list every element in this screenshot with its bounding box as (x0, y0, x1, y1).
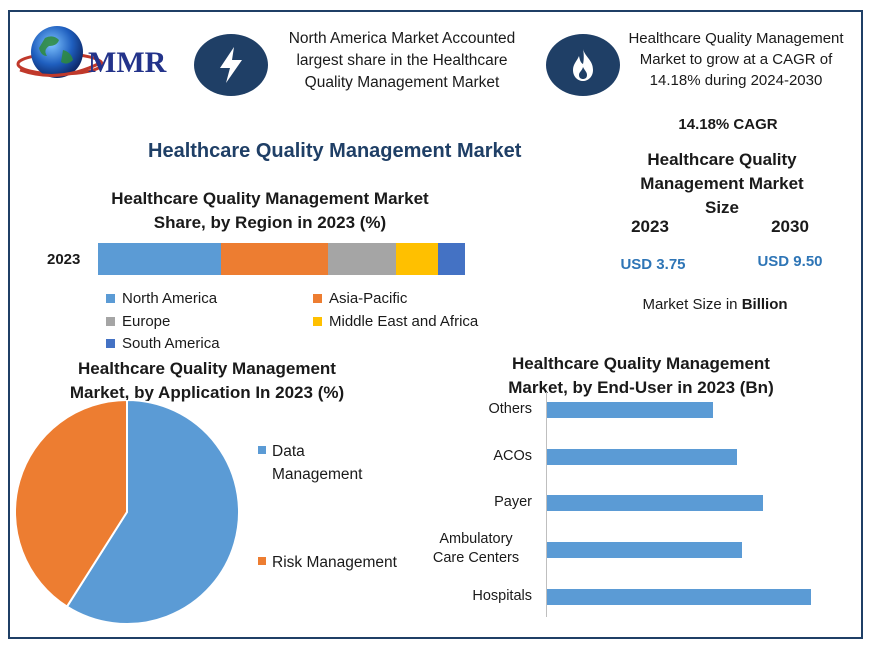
bar-label-payer: Payer (420, 493, 532, 512)
pie-legend-data-management: Data Management (258, 440, 362, 486)
legend-europe: Europe (106, 313, 170, 330)
bar-label-acos: ACOs (420, 447, 532, 466)
legend-label: North America (122, 290, 218, 307)
bar-label-hospitals: Hospitals (420, 587, 532, 606)
region-category-label: 2023 (47, 251, 81, 268)
segment-middle-east-and-africa (395, 243, 438, 275)
bar-payer (547, 495, 764, 511)
segment-europe (328, 243, 396, 275)
legend-swatch (106, 317, 115, 326)
legend-swatch (313, 294, 322, 303)
legend-label-risk-management: Risk Management (272, 554, 397, 571)
header-note-right: Healthcare Quality Management Market to … (628, 30, 844, 89)
legend-label-data-management: Data Management (272, 443, 363, 483)
region-stacked-bar (98, 243, 465, 275)
legend-swatch (313, 317, 322, 326)
header-note-left: North America Market Accounted largest s… (288, 30, 516, 91)
legend-swatch (106, 339, 115, 348)
legend-south-america: South America (106, 335, 220, 352)
legend-label: Asia-Pacific (329, 290, 408, 307)
logo-text: MMR (88, 46, 167, 79)
pie-legend-risk-management: Risk Management (258, 551, 397, 574)
year-end: 2030 (771, 217, 809, 236)
cagr-label: 14.18% CAGR (678, 116, 778, 133)
bar-label-line: Ambulatory (439, 531, 513, 547)
unit-prefix: Market Size in (642, 296, 738, 313)
unit-bold: Billion (741, 296, 788, 313)
bar-label-line: Payer (494, 493, 532, 510)
legend-asia-pacific: Asia-Pacific (313, 290, 407, 307)
bar-label-line: ACOs (493, 447, 532, 464)
bar-label-ambulatory-care-centers: Ambulatory Care Centers (420, 530, 532, 568)
application-chart-title: Healthcare Quality Management Market, by… (69, 359, 345, 402)
legend-swatch (106, 294, 115, 303)
legend-north-america: North America (106, 290, 217, 307)
segment-south-america (437, 243, 465, 275)
market-size-title: Healthcare Quality Management Market Siz… (640, 150, 804, 217)
infographic-frame (8, 10, 863, 639)
bar-label-line: Care Centers (432, 550, 520, 566)
segment-north-america (98, 243, 221, 275)
lightning-icon (194, 34, 268, 96)
bar-hospitals (547, 589, 811, 605)
legend-swatch (258, 557, 266, 565)
pie-slice-data-management (65, 400, 240, 625)
bar-others (547, 402, 714, 418)
bar-label-others: Others (420, 400, 532, 419)
year-start: 2023 (631, 217, 669, 236)
legend-label: South America (122, 335, 220, 352)
mmr-logo (15, 20, 180, 88)
legend-swatch (258, 446, 266, 454)
legend-label: Europe (122, 313, 171, 330)
legend-label: Middle East and Africa (329, 313, 479, 330)
application-pie-chart (14, 400, 240, 625)
value-end: USD 9.50 (757, 253, 823, 270)
value-start: USD 3.75 (620, 256, 686, 273)
pie-slice-risk-management (14, 400, 128, 608)
market-size-unit: Market Size in Billion (620, 296, 810, 313)
enduser-chart-title: Healthcare Quality Management Market, by… (508, 354, 774, 397)
bar-label-line: Hospitals (472, 587, 532, 604)
bar-label-line: Others (488, 400, 532, 417)
enduser-axis (546, 392, 547, 617)
region-chart-title: Healthcare Quality Management Market Sha… (111, 189, 429, 232)
segment-asia-pacific (220, 243, 329, 275)
legend-middle-east-and-africa: Middle East and Africa (313, 313, 478, 330)
bar-acos (547, 449, 738, 465)
main-title: Healthcare Quality Management Market (148, 140, 522, 162)
globe-icon (16, 26, 104, 78)
flame-icon (546, 34, 620, 96)
bar-ambulatory-care-centers (547, 542, 743, 558)
